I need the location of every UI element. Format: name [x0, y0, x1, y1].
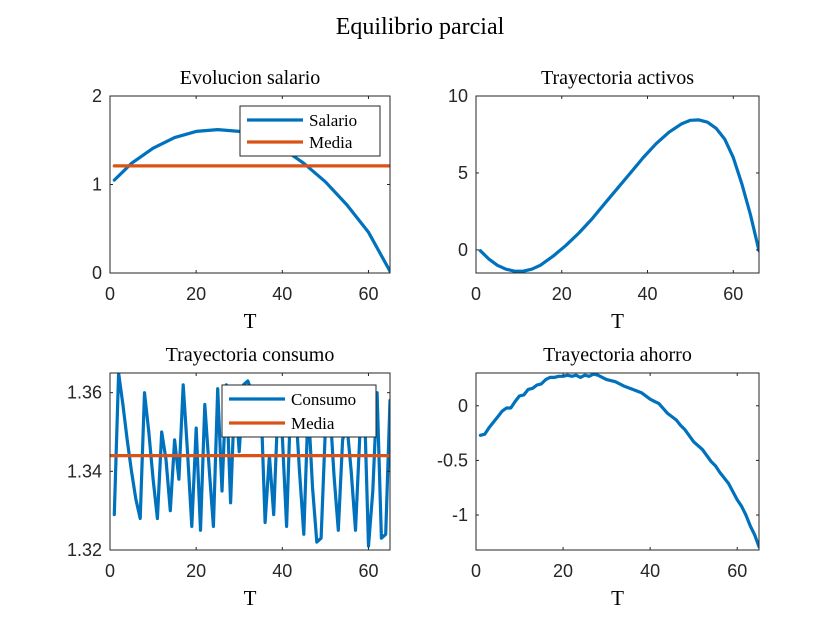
- legend: Salario Media: [239, 105, 381, 157]
- x-tick-label: 20: [186, 284, 206, 304]
- x-tick-label: 40: [637, 284, 657, 304]
- x-tick-label: 60: [358, 561, 378, 581]
- subplot-title: Trayectoria consumo: [166, 344, 335, 366]
- legend: Consumo Media: [221, 384, 377, 438]
- x-tick-label: 0: [471, 561, 481, 581]
- x-tick-label: 0: [105, 561, 115, 581]
- x-tick-label: 20: [553, 561, 573, 581]
- axes-frame: [475, 95, 760, 274]
- subplot-ahorro: 0 20 40 60 -1 -0.5 0 Trayectoria ahorro T: [437, 344, 760, 610]
- subplot-title: Evolucion salario: [180, 67, 321, 89]
- y-tick-label: 5: [458, 163, 468, 183]
- legend-box: [239, 105, 381, 157]
- x-axis-label: T: [611, 309, 624, 333]
- y-tick-label: 1.36: [67, 383, 102, 403]
- x-tick-label: 0: [471, 284, 481, 304]
- y-tick-label: -1: [452, 505, 468, 525]
- x-tick-label: 0: [105, 284, 115, 304]
- y-tick-label: 0: [92, 263, 102, 283]
- y-tick-label: 10: [448, 86, 468, 106]
- x-axis-label: T: [244, 309, 257, 333]
- subplot-activos: 0 20 40 60 0 5 10 Trayectoria activos T: [448, 67, 760, 333]
- subplot-title: Trayectoria activos: [541, 67, 694, 89]
- x-axis-label: T: [611, 586, 624, 610]
- x-tick-label: 60: [723, 284, 743, 304]
- y-tick-label: 1.34: [67, 461, 102, 481]
- legend-entry-label: Media: [309, 133, 353, 152]
- axes-frame: [109, 372, 391, 551]
- legend-entry-label: Media: [291, 414, 335, 433]
- x-tick-label: 60: [358, 284, 378, 304]
- axes-background: [476, 96, 759, 273]
- subplot-title: Trayectoria ahorro: [543, 344, 692, 366]
- x-tick-label: 40: [272, 284, 292, 304]
- x-tick-label: 40: [640, 561, 660, 581]
- legend-entry-label: Salario: [309, 111, 357, 130]
- series-line-ahorro-0: [478, 373, 759, 549]
- figure-title: Equilibrio parcial: [336, 14, 505, 40]
- x-tick-label: 20: [186, 561, 206, 581]
- x-axis-label: T: [244, 586, 257, 610]
- series-line-activos-0: [478, 118, 759, 273]
- y-tick-label: -0.5: [437, 450, 468, 470]
- x-tick-label: 60: [727, 561, 747, 581]
- y-tick-label: 1: [92, 175, 102, 195]
- legend-entry-label: Consumo: [291, 390, 356, 409]
- subplot-consumo: 0 20 40 60 1.32 1.34 1.36 Trayectoria consumo T C…: [67, 344, 391, 610]
- y-tick-label: 0: [458, 396, 468, 416]
- subplot-salario: 0 20 40 60 0 1 2 Evolucion salario T Salario Media: [92, 67, 391, 333]
- axes-frame: [475, 372, 760, 551]
- y-tick-label: 1.32: [67, 540, 102, 560]
- y-tick-label: 0: [458, 240, 468, 260]
- legend-box: [221, 384, 377, 438]
- y-tick-label: 2: [92, 86, 102, 106]
- x-tick-label: 40: [272, 561, 292, 581]
- x-tick-label: 20: [552, 284, 572, 304]
